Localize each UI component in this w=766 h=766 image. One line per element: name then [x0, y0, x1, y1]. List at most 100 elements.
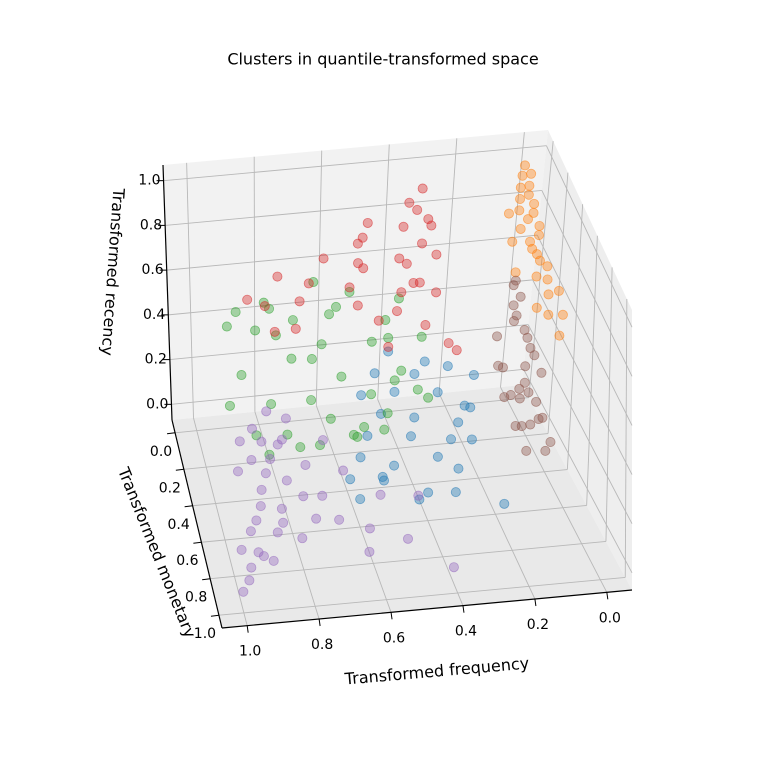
grid-line	[438, 393, 536, 600]
point	[352, 238, 363, 249]
point	[431, 287, 442, 298]
x-tick-label: 0.6	[383, 630, 405, 646]
grid-line	[210, 540, 606, 580]
point	[316, 339, 327, 350]
point	[245, 526, 256, 537]
point	[266, 399, 277, 410]
point	[261, 406, 272, 417]
point	[338, 465, 349, 476]
point	[300, 459, 311, 470]
point	[432, 387, 443, 398]
grid-line	[171, 368, 524, 405]
grid-line	[605, 267, 613, 542]
point	[392, 306, 403, 317]
point	[505, 390, 516, 401]
grid-line	[377, 144, 390, 400]
grid-line	[175, 397, 529, 434]
point	[250, 325, 261, 336]
grid-line	[523, 369, 633, 574]
point	[294, 296, 305, 307]
grid-line	[169, 324, 529, 361]
point	[514, 393, 525, 404]
point	[423, 392, 434, 403]
point	[244, 575, 255, 586]
point	[534, 255, 545, 266]
point	[303, 278, 314, 289]
z-tick-label: 1.0	[138, 173, 160, 189]
point	[529, 198, 540, 209]
point	[508, 280, 519, 291]
point	[543, 309, 554, 320]
point	[405, 431, 416, 442]
point	[236, 370, 247, 381]
point	[529, 350, 540, 361]
grid-line	[545, 145, 633, 328]
point	[234, 436, 245, 447]
point	[507, 236, 518, 247]
point	[352, 300, 363, 311]
x-tick-label: 0.2	[527, 617, 549, 633]
point	[448, 562, 459, 573]
point	[306, 395, 317, 406]
point	[311, 513, 322, 524]
point	[282, 429, 293, 440]
point	[525, 419, 536, 430]
x-tick	[462, 605, 465, 613]
x-tick-label: 0.4	[455, 624, 477, 640]
point	[281, 475, 292, 486]
grid-line	[168, 279, 533, 316]
point	[255, 501, 266, 512]
point	[295, 442, 306, 453]
grid-line	[193, 417, 248, 626]
grid-line	[500, 132, 525, 388]
x-axis-title: Transformed frequency	[343, 653, 530, 688]
grid-line	[532, 279, 633, 475]
point	[408, 277, 419, 288]
point	[253, 547, 264, 558]
point	[224, 400, 235, 411]
point	[515, 193, 526, 204]
side-pane	[522, 130, 632, 590]
grid	[163, 132, 633, 626]
point	[298, 491, 309, 502]
point	[540, 445, 551, 456]
point	[404, 197, 415, 208]
point	[523, 214, 534, 225]
point	[373, 315, 384, 326]
point	[493, 360, 504, 371]
point	[260, 468, 271, 479]
point	[238, 586, 249, 597]
point	[246, 455, 257, 466]
point	[515, 291, 526, 302]
point	[251, 515, 262, 526]
grid-line	[183, 433, 549, 470]
point	[522, 332, 533, 343]
point	[443, 338, 454, 349]
grid-line	[500, 386, 608, 593]
point	[499, 498, 510, 509]
point	[459, 400, 470, 411]
point	[297, 533, 308, 544]
point	[403, 533, 414, 544]
point	[382, 408, 393, 419]
point	[453, 463, 464, 474]
point	[446, 434, 457, 445]
point	[401, 258, 412, 269]
point	[492, 331, 503, 342]
point	[256, 436, 267, 447]
point	[344, 282, 355, 293]
point	[519, 160, 530, 171]
point	[318, 253, 329, 264]
z-tick-label: 0.8	[140, 217, 162, 233]
point	[515, 223, 526, 234]
point	[393, 293, 404, 304]
point	[331, 301, 342, 312]
point	[366, 336, 377, 347]
point	[416, 331, 427, 342]
point	[499, 392, 510, 403]
point	[423, 487, 434, 498]
point	[533, 414, 544, 425]
point	[557, 309, 568, 320]
point	[442, 361, 453, 372]
point	[413, 490, 424, 501]
